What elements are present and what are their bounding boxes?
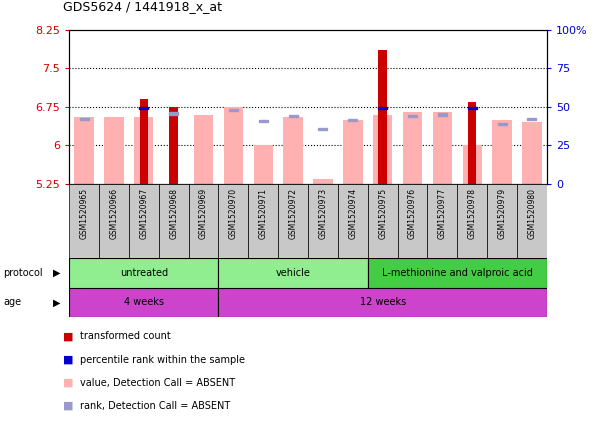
Bar xyxy=(139,99,148,184)
Bar xyxy=(218,258,368,288)
Bar xyxy=(254,146,273,184)
Bar xyxy=(379,50,387,184)
Bar xyxy=(75,117,94,184)
Bar xyxy=(69,184,99,258)
Bar xyxy=(99,184,129,258)
Text: GSM1520970: GSM1520970 xyxy=(229,188,238,239)
Bar xyxy=(319,128,328,130)
Bar xyxy=(218,184,248,258)
Bar xyxy=(134,117,153,184)
Bar xyxy=(403,112,423,184)
Bar xyxy=(368,184,398,258)
Bar xyxy=(487,184,517,258)
Bar xyxy=(457,184,487,258)
Bar xyxy=(522,122,542,184)
Bar xyxy=(284,117,303,184)
Text: ▶: ▶ xyxy=(53,268,60,278)
Bar xyxy=(308,184,338,258)
Text: ■: ■ xyxy=(63,331,73,341)
Text: GSM1520975: GSM1520975 xyxy=(378,188,387,239)
Text: GSM1520972: GSM1520972 xyxy=(288,188,297,239)
Text: GSM1520978: GSM1520978 xyxy=(468,188,477,239)
Bar xyxy=(139,107,148,110)
Bar xyxy=(338,184,368,258)
Bar xyxy=(313,179,332,184)
Bar xyxy=(288,115,297,117)
Bar xyxy=(224,107,243,184)
Text: ■: ■ xyxy=(63,401,73,411)
Text: GSM1520968: GSM1520968 xyxy=(169,188,178,239)
Bar xyxy=(189,184,218,258)
Bar xyxy=(259,120,267,122)
Text: ▶: ▶ xyxy=(53,297,60,308)
Bar xyxy=(218,288,547,317)
Text: GSM1520971: GSM1520971 xyxy=(258,188,267,239)
Bar xyxy=(169,107,178,184)
Bar xyxy=(528,118,537,120)
Bar xyxy=(169,113,178,115)
Text: ■: ■ xyxy=(63,378,73,388)
Bar xyxy=(433,112,452,184)
Bar xyxy=(248,184,278,258)
Text: 12 weeks: 12 weeks xyxy=(359,297,406,308)
Text: ■: ■ xyxy=(63,354,73,365)
Bar xyxy=(343,120,362,184)
Bar xyxy=(492,120,512,184)
Bar xyxy=(349,118,357,121)
Bar xyxy=(408,115,417,117)
Text: untreated: untreated xyxy=(120,268,168,278)
Text: GSM1520977: GSM1520977 xyxy=(438,188,447,239)
Bar xyxy=(278,184,308,258)
Text: GSM1520976: GSM1520976 xyxy=(408,188,417,239)
Bar xyxy=(368,258,547,288)
Bar xyxy=(69,288,218,317)
Bar xyxy=(438,113,447,115)
Text: GSM1520967: GSM1520967 xyxy=(139,188,148,239)
Bar xyxy=(378,107,387,109)
Text: value, Detection Call = ABSENT: value, Detection Call = ABSENT xyxy=(80,378,235,388)
Bar xyxy=(468,102,477,184)
Bar xyxy=(398,184,427,258)
Bar xyxy=(463,146,482,184)
Text: transformed count: transformed count xyxy=(80,331,171,341)
Bar xyxy=(79,118,88,120)
Text: vehicle: vehicle xyxy=(276,268,311,278)
Bar xyxy=(229,110,238,111)
Bar xyxy=(159,184,189,258)
Text: age: age xyxy=(3,297,21,308)
Text: GSM1520966: GSM1520966 xyxy=(109,188,118,239)
Bar xyxy=(104,117,124,184)
Text: GSM1520973: GSM1520973 xyxy=(319,188,328,239)
Text: percentile rank within the sample: percentile rank within the sample xyxy=(80,354,245,365)
Bar xyxy=(517,184,547,258)
Text: GSM1520969: GSM1520969 xyxy=(199,188,208,239)
Bar xyxy=(427,184,457,258)
Text: GSM1520974: GSM1520974 xyxy=(349,188,358,239)
Text: GSM1520965: GSM1520965 xyxy=(79,188,88,239)
Bar xyxy=(498,123,507,125)
Text: GDS5624 / 1441918_x_at: GDS5624 / 1441918_x_at xyxy=(63,0,222,13)
Text: 4 weeks: 4 weeks xyxy=(124,297,163,308)
Bar xyxy=(129,184,159,258)
Bar xyxy=(194,115,213,184)
Text: L-methionine and valproic acid: L-methionine and valproic acid xyxy=(382,268,532,278)
Text: protocol: protocol xyxy=(3,268,43,278)
Text: rank, Detection Call = ABSENT: rank, Detection Call = ABSENT xyxy=(80,401,230,411)
Bar xyxy=(468,107,477,109)
Text: GSM1520979: GSM1520979 xyxy=(498,188,507,239)
Bar xyxy=(373,115,392,184)
Bar xyxy=(69,258,218,288)
Text: GSM1520980: GSM1520980 xyxy=(528,188,537,239)
